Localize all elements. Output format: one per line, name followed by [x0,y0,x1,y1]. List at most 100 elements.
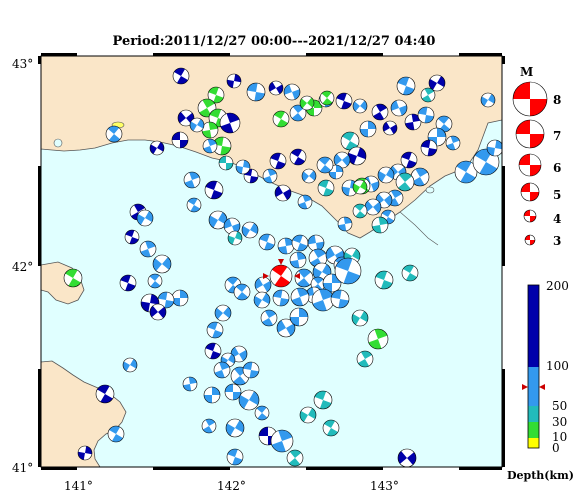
depth-tick-200: 200 [546,279,569,293]
event-symbol [207,86,225,104]
event-symbol [152,254,172,274]
event-symbol [246,82,266,102]
lon-label-143: 143° [370,479,399,493]
magnitude-legend-symbol-8 [512,81,548,117]
event-symbol [242,361,260,379]
event-symbol [203,386,221,404]
event-symbol [301,168,317,184]
lat-label-43: 43° [12,57,33,71]
event-symbol [371,103,389,121]
event-symbol [410,167,430,187]
event-symbol [454,160,478,184]
event-symbol [289,104,307,122]
event-symbol [206,321,224,339]
event-symbol [404,113,422,131]
event-symbol [208,210,228,230]
magnitude-legend-symbol-3 [524,234,536,246]
featured-depth-marker-left [522,384,528,390]
depth-band-100-200 [528,285,539,367]
event-symbol [225,418,245,438]
event-symbol [139,240,157,258]
magnitude-label-7: 7 [553,129,561,143]
event-symbol [395,172,415,192]
event-symbol [226,448,244,466]
depth-scale: 200 100 50 30 10 0 Depth(km) [507,279,574,482]
event-symbol [390,99,408,117]
event-symbol [289,148,307,166]
event-symbol [330,289,350,309]
event-symbol [202,138,218,154]
event-symbol [445,135,461,151]
event-symbol [400,151,418,169]
magnitude-legend-symbol-7 [515,119,545,149]
event-symbol [254,405,270,421]
event-symbol [307,234,325,252]
depth-tick-30: 30 [552,415,567,429]
event-symbol [157,291,175,309]
event-symbol [172,67,190,85]
event-symbol [171,131,189,149]
event-symbol [289,251,307,269]
depth-tick-10: 10 [552,430,567,444]
event-symbol [182,376,198,392]
event-symbol [224,383,242,401]
event-symbol [290,287,310,307]
event-symbol [420,87,436,103]
event-symbol [317,179,335,197]
event-symbol [268,80,284,96]
event-symbol [333,151,351,169]
event-symbol [299,95,315,111]
event-symbol [359,120,377,138]
event-symbol [319,90,335,106]
event-symbol [335,92,353,110]
event-symbol [289,307,309,327]
lon-label-141: 141° [64,479,93,493]
depth-band-30-50 [528,406,539,422]
event-symbol [417,106,435,124]
event-symbol [352,98,368,114]
event-symbol [480,92,496,108]
depth-tick-50: 50 [552,399,567,413]
event-symbol [226,73,242,89]
event-symbol [356,350,374,368]
event-symbol [204,342,222,360]
event-symbol [119,274,137,292]
event-symbol [63,268,83,288]
event-symbol [311,288,335,312]
featured-event-marker-top [278,259,284,265]
event-symbol [223,217,241,235]
event-symbol [364,198,382,216]
event-symbol [189,117,205,133]
event-symbol [147,273,163,289]
magnitude-legend-symbol-6 [518,153,542,177]
featured-event-marker-left [263,273,269,279]
event-symbol [254,276,272,294]
event-symbol [235,159,251,175]
event-symbol [238,389,260,411]
event-symbol [316,156,334,174]
event-symbol [107,425,125,443]
depth-tick-100: 100 [546,359,569,373]
lat-label-41: 41° [12,461,33,475]
event-symbol [396,76,416,96]
lake [425,186,435,194]
event-symbol [241,221,259,239]
coastline-detail [399,211,439,246]
event-symbol [276,318,296,338]
event-symbol [183,171,201,189]
depth-unit-label: Depth(km) [507,469,574,482]
magnitude-legend-symbol-5 [520,182,540,202]
event-symbol [382,120,398,136]
event-symbol [269,152,287,170]
event-symbol [337,216,353,232]
event-symbol [262,168,278,184]
event-symbol [334,257,362,285]
event-symbol [377,166,395,184]
event-symbol [218,155,234,171]
event-symbol [214,304,232,322]
event-symbol [305,99,323,117]
event-symbol [322,419,340,437]
featured-event-marker-right [294,273,300,279]
event-symbol [401,264,419,282]
event-symbol [351,309,369,327]
